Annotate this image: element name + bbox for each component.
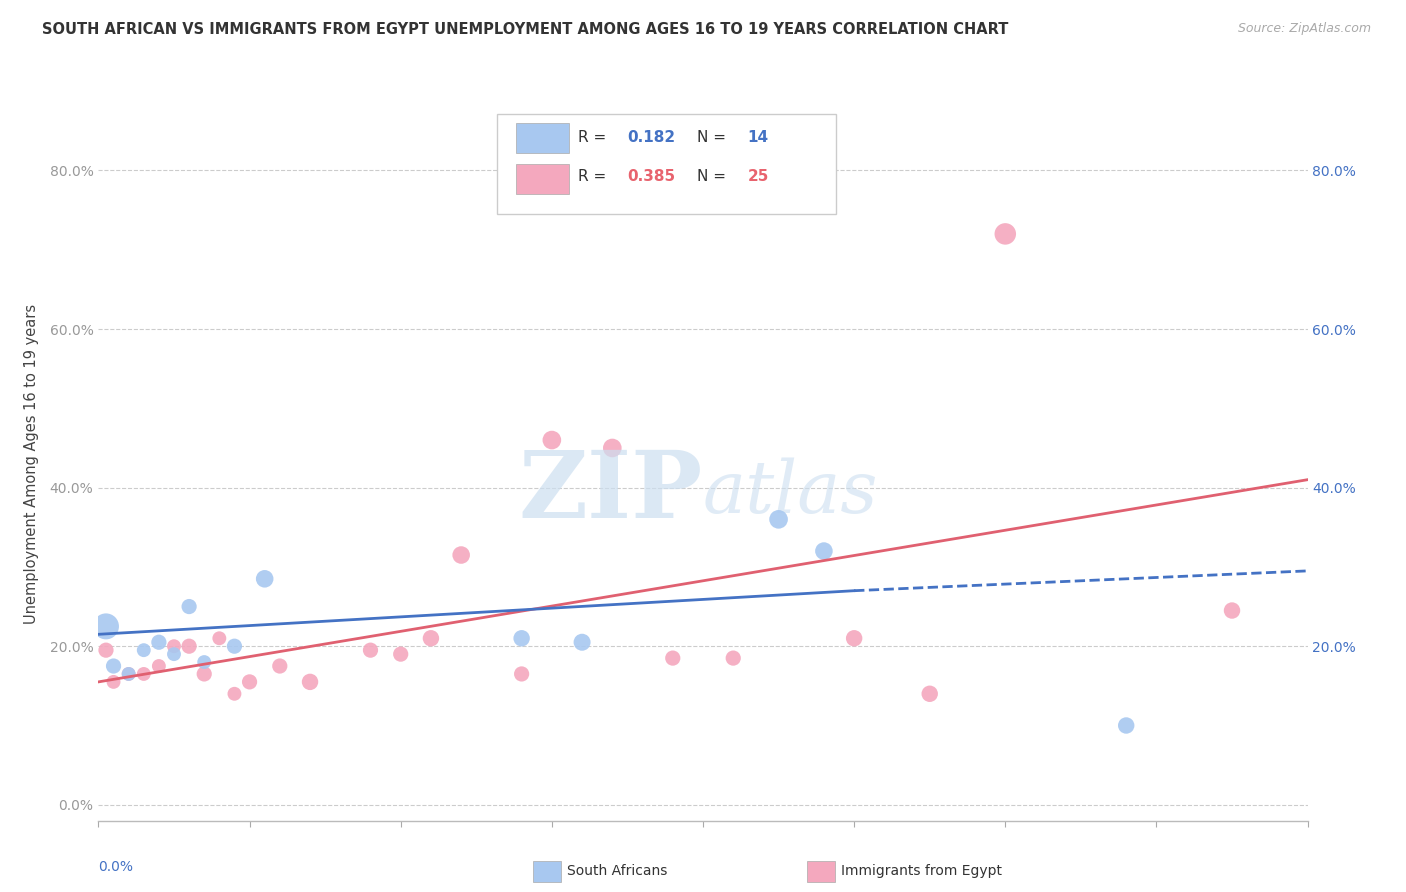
Point <box>193 667 215 681</box>
Point <box>253 572 276 586</box>
Point <box>723 651 745 665</box>
Point <box>662 651 685 665</box>
Text: Source: ZipAtlas.com: Source: ZipAtlas.com <box>1237 22 1371 36</box>
Point <box>1115 718 1137 732</box>
Point <box>1220 603 1243 617</box>
Point <box>193 655 215 669</box>
Text: 0.0%: 0.0% <box>98 860 134 874</box>
Text: ZIP: ZIP <box>519 448 703 537</box>
Point <box>918 687 941 701</box>
Point <box>510 632 533 646</box>
Point <box>94 643 117 657</box>
Y-axis label: Unemployment Among Ages 16 to 19 years: Unemployment Among Ages 16 to 19 years <box>24 304 38 624</box>
Point <box>768 512 790 526</box>
FancyBboxPatch shape <box>498 114 837 214</box>
Text: 0.182: 0.182 <box>627 129 675 145</box>
Text: N =: N = <box>697 169 731 185</box>
Text: Immigrants from Egypt: Immigrants from Egypt <box>841 864 1002 879</box>
Point <box>148 635 170 649</box>
Point <box>510 667 533 681</box>
Point <box>239 674 262 689</box>
Point <box>813 544 835 558</box>
Point <box>208 632 231 646</box>
Text: R =: R = <box>578 129 612 145</box>
Point <box>602 441 624 455</box>
Text: 25: 25 <box>748 169 769 185</box>
FancyBboxPatch shape <box>516 164 569 194</box>
Point <box>844 632 866 646</box>
Point <box>450 548 472 562</box>
Point <box>360 643 382 657</box>
Point <box>269 659 291 673</box>
Point <box>163 639 186 653</box>
Point <box>224 639 246 653</box>
Point <box>94 619 117 633</box>
Point <box>541 433 564 447</box>
Text: South Africans: South Africans <box>567 864 666 879</box>
Text: N =: N = <box>697 129 731 145</box>
Point <box>132 667 155 681</box>
Text: SOUTH AFRICAN VS IMMIGRANTS FROM EGYPT UNEMPLOYMENT AMONG AGES 16 TO 19 YEARS CO: SOUTH AFRICAN VS IMMIGRANTS FROM EGYPT U… <box>42 22 1008 37</box>
Text: 14: 14 <box>748 129 769 145</box>
Point <box>420 632 443 646</box>
Point <box>389 647 412 661</box>
Point <box>571 635 593 649</box>
Text: R =: R = <box>578 169 612 185</box>
Point <box>132 643 155 657</box>
Point <box>179 599 201 614</box>
Point <box>163 647 186 661</box>
Point <box>118 667 141 681</box>
FancyBboxPatch shape <box>516 123 569 153</box>
Point <box>994 227 1017 241</box>
Text: atlas: atlas <box>703 457 879 528</box>
Point <box>103 674 125 689</box>
Text: 0.385: 0.385 <box>627 169 675 185</box>
Point <box>148 659 170 673</box>
Point <box>224 687 246 701</box>
Point <box>103 659 125 673</box>
Point <box>118 667 141 681</box>
Point <box>179 639 201 653</box>
Point <box>299 674 322 689</box>
